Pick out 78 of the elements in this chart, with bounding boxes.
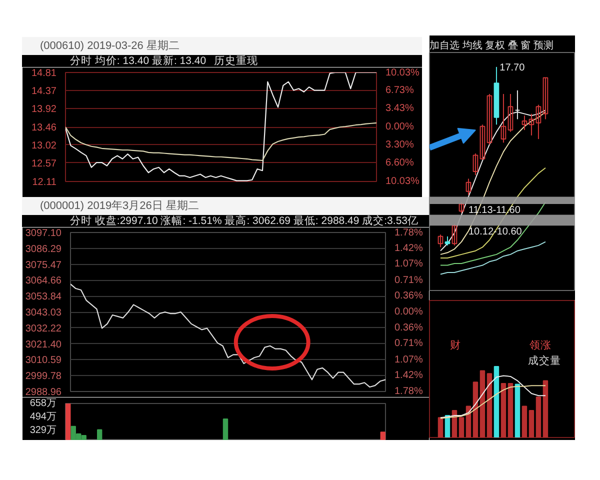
chart-subtitle: 分时 收盘:2997.10 涨幅: -1.51% 最高: 3062.69 最低: 2988.49 成交:3.53亿 (70, 215, 418, 227)
text: 财 (450, 338, 461, 352)
y2-tick-label: 1.42% (394, 370, 423, 381)
chart-subtitle: 分时 均价: 13.40 最新: 13.40 (70, 55, 206, 67)
y-tick-label: 3043.03 (25, 308, 62, 318)
y2-tick-label: 1.07% (394, 258, 423, 270)
y-tick-label: 3075.47 (25, 260, 62, 271)
y-tick-label: 13.92 (31, 104, 57, 115)
y2-tick-label: 10.03% (386, 176, 420, 187)
y-tick-label: 494万 (30, 412, 57, 423)
candlestick (472, 152, 478, 176)
chart-title: 加自选 均线 复权 叠 窗 预测 (430, 40, 554, 52)
chart-title: (000610) 2019-03-26 星期二 (40, 39, 180, 54)
y-tick-label: 14.81 (31, 68, 57, 79)
y-tick-label: 12.57 (31, 158, 57, 170)
bar (486, 373, 492, 438)
candlestick (508, 93, 514, 132)
candlestick (466, 178, 472, 196)
y2-tick-label: 0.36% (394, 322, 423, 334)
candlestick (480, 124, 486, 160)
candlestick (452, 223, 458, 246)
y-tick-label: 3010.59 (25, 355, 62, 366)
bar (536, 396, 542, 438)
bar (452, 410, 458, 438)
candlestick (500, 93, 506, 144)
annotation: 17.70 (500, 62, 526, 74)
y2-tick-label: 0.71% (394, 274, 423, 286)
y2-tick-label: 1.07% (394, 354, 423, 366)
y2-tick-label: 6.60% (386, 157, 414, 168)
bar (514, 384, 520, 438)
bar (500, 383, 506, 438)
y-tick-label: 658万 (30, 398, 57, 409)
bar (522, 406, 528, 438)
y2-tick-label: 3.43% (386, 102, 414, 114)
bar (508, 383, 514, 438)
y-tick-label: 3064.66 (25, 276, 62, 287)
bar (472, 382, 478, 438)
text: 领涨 (529, 340, 552, 352)
chart-title: 成交量 (528, 354, 561, 367)
y2-tick-label: 1.42% (394, 243, 423, 254)
line-series (66, 122, 376, 162)
y2-tick-label: 0.36% (394, 290, 423, 302)
candlestick (528, 113, 534, 136)
candlestick (438, 234, 444, 248)
y2-tick-label: 10.03% (386, 68, 420, 78)
y-tick-label: 13.02 (31, 140, 57, 152)
y2-tick-label: 0.00% (386, 122, 414, 132)
line-series (66, 72, 376, 182)
bar (458, 417, 464, 438)
y2-tick-label: 1.78% (394, 228, 423, 238)
chart-title: (000001) 2019年3月26日 星期二 (40, 199, 199, 214)
candlestick (486, 93, 492, 145)
y-tick-label: 12.11 (32, 177, 57, 188)
candlestick (542, 77, 548, 120)
y-tick-label: 329万 (30, 425, 57, 436)
bar (542, 380, 548, 438)
y2-tick-label: 6.73% (386, 84, 414, 96)
y-tick-label: 13.46 (31, 122, 57, 134)
bar (528, 410, 534, 438)
bar (494, 366, 500, 438)
y2-tick-label: 0.71% (394, 338, 423, 350)
y-tick-label: 2999.78 (25, 371, 62, 382)
candlestick (536, 104, 542, 140)
bar (438, 417, 444, 438)
text: 历史重现 (214, 55, 258, 67)
y-tick-label: 3097.10 (25, 228, 62, 239)
y-tick-label: 3053.84 (25, 292, 62, 303)
y2-tick-label: 1.78% (394, 386, 423, 397)
candlestick (522, 115, 528, 131)
bar (480, 370, 486, 438)
y-tick-label: 3086.29 (25, 244, 62, 255)
line-series (70, 284, 386, 388)
y-tick-label: 3032.22 (25, 323, 62, 334)
y2-tick-label: 3.30% (386, 139, 414, 150)
y-tick-label: 2988.96 (25, 387, 62, 398)
y-tick-label: 14.37 (31, 86, 57, 97)
y2-tick-label: 0.00% (394, 306, 423, 318)
y-tick-label: 3021.40 (25, 339, 62, 350)
